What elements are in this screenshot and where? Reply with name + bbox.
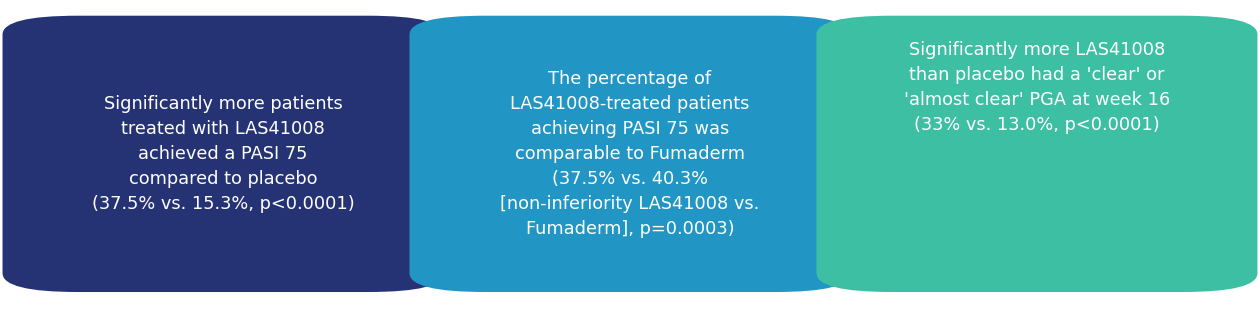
Text: Significantly more patients
treated with LAS41008
achieved a PASI 75
compared to: Significantly more patients treated with… <box>92 95 354 213</box>
Text: The percentage of
LAS41008-treated patients
achieving PASI 75 was
comparable to : The percentage of LAS41008-treated patie… <box>500 70 760 238</box>
FancyBboxPatch shape <box>410 16 850 292</box>
Text: Significantly more LAS41008
than placebo had a 'clear' or
'almost clear' PGA at : Significantly more LAS41008 than placebo… <box>903 41 1171 134</box>
FancyBboxPatch shape <box>816 16 1257 292</box>
FancyBboxPatch shape <box>3 16 444 292</box>
